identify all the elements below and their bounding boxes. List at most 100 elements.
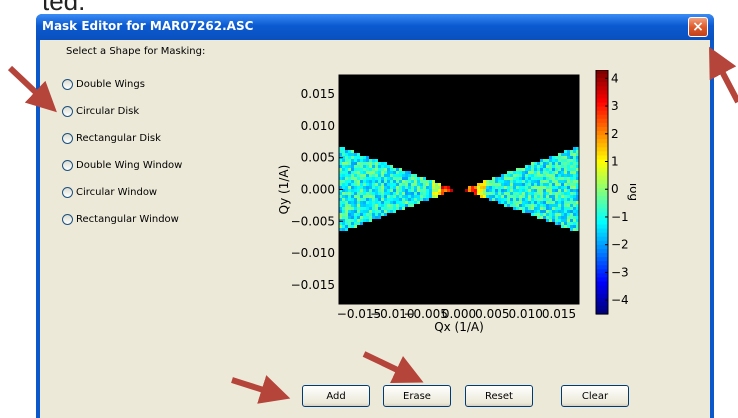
colorbar-segment [596, 265, 608, 270]
heatmap-cell [369, 216, 372, 219]
heatmap-cell [552, 207, 555, 210]
heatmap-cell [480, 183, 483, 186]
radio-button-icon[interactable] [62, 132, 73, 144]
heatmap-cell [549, 177, 552, 180]
heatmap-cell [546, 183, 549, 186]
heatmap-cell [345, 201, 348, 204]
heatmap-cell [576, 207, 579, 210]
heatmap-cell [342, 147, 345, 150]
heatmap-cell [519, 177, 522, 180]
heatmap-cell [375, 177, 378, 180]
add-button[interactable]: Add [302, 385, 370, 407]
heatmap-cell [381, 168, 384, 171]
heatmap-cell [552, 183, 555, 186]
heatmap-cell [516, 183, 519, 186]
radio-button-icon[interactable] [62, 186, 73, 198]
heatmap-cell [501, 180, 504, 183]
heatmap-cell [519, 198, 522, 201]
heatmap-cell [408, 177, 411, 180]
heatmap-cell [396, 192, 399, 195]
heatmap-cell [396, 195, 399, 198]
reset-button[interactable]: Reset [465, 385, 533, 407]
heatmap-cell [528, 165, 531, 168]
colorbar-segment [596, 131, 608, 136]
heatmap-cell [363, 201, 366, 204]
heatmap-cell [552, 189, 555, 192]
heatmap-cell [555, 192, 558, 195]
heatmap-cell [438, 183, 441, 186]
radio-double-wing-window[interactable]: Double Wing Window [62, 157, 182, 173]
radio-button-icon[interactable] [62, 105, 73, 117]
close-button[interactable]: × [688, 17, 708, 37]
heatmap-cell [525, 201, 528, 204]
mask-plot[interactable]: −0.015−0.010−0.0050.0000.0050.0100.0150.… [276, 70, 636, 350]
heatmap-cell [567, 153, 570, 156]
erase-button[interactable]: Erase [383, 385, 451, 407]
heatmap-cell [387, 204, 390, 207]
clear-button[interactable]: Clear [561, 385, 629, 407]
heatmap-cell [345, 198, 348, 201]
heatmap-cell [576, 201, 579, 204]
heatmap-cell [414, 198, 417, 201]
heatmap-cell [402, 189, 405, 192]
radio-button-icon[interactable] [62, 159, 73, 171]
radio-circular-disk[interactable]: Circular Disk [62, 103, 139, 119]
heatmap-cell [396, 174, 399, 177]
heatmap-cell [543, 168, 546, 171]
heatmap-cell [564, 171, 567, 174]
close-icon: × [692, 19, 704, 35]
radio-label: Circular Window [76, 186, 158, 198]
heatmap-cell [552, 204, 555, 207]
heatmap-cell [573, 177, 576, 180]
heatmap-cell [378, 207, 381, 210]
heatmap-cell [552, 198, 555, 201]
heatmap-cell [531, 195, 534, 198]
heatmap-cell [546, 180, 549, 183]
radio-rectangular-window[interactable]: Rectangular Window [62, 211, 179, 227]
heatmap-cell [351, 183, 354, 186]
heatmap-cell [546, 204, 549, 207]
heatmap-cell [552, 159, 555, 162]
heatmap-cell [387, 201, 390, 204]
heatmap-cell [537, 183, 540, 186]
heatmap-cell [510, 174, 513, 177]
heatmap-cell [537, 189, 540, 192]
heatmap-cell [561, 216, 564, 219]
heatmap-cell [573, 162, 576, 165]
heatmap-cell [525, 189, 528, 192]
radio-button-icon[interactable] [62, 213, 73, 225]
heatmap-cell [363, 174, 366, 177]
radio-rectangular-disk[interactable]: Rectangular Disk [62, 130, 161, 146]
heatmap-cell [543, 216, 546, 219]
heatmap-cell [381, 171, 384, 174]
heatmap-cell [486, 195, 489, 198]
heatmap-cell [390, 180, 393, 183]
heatmap-cell [483, 183, 486, 186]
title-bar[interactable]: Mask Editor for MAR07262.ASC × [36, 14, 714, 40]
heatmap-cell [477, 183, 480, 186]
heatmap-cell [561, 195, 564, 198]
radio-circular-window[interactable]: Circular Window [62, 184, 157, 200]
heatmap-cell [357, 177, 360, 180]
heatmap-cell [345, 192, 348, 195]
heatmap-cell [492, 195, 495, 198]
heatmap-cell [387, 210, 390, 213]
heatmap-cell [369, 186, 372, 189]
radio-button-icon[interactable] [62, 78, 73, 90]
radio-double-wings[interactable]: Double Wings [62, 76, 145, 92]
colorbar-segment [596, 240, 608, 246]
heatmap-cell [387, 174, 390, 177]
heatmap-cell [543, 171, 546, 174]
heatmap-cell [354, 225, 357, 228]
colorbar-segment [596, 261, 608, 266]
heatmap-cell [351, 171, 354, 174]
heatmap-cell [351, 165, 354, 168]
heatmap-cell [339, 213, 342, 216]
heatmap-cell [372, 162, 375, 165]
heatmap-cell [348, 186, 351, 189]
heatmap-cell [486, 189, 489, 192]
heatmap-cell [369, 201, 372, 204]
heatmap-cell [381, 204, 384, 207]
heatmap-cell [516, 201, 519, 204]
heatmap-cell [561, 201, 564, 204]
